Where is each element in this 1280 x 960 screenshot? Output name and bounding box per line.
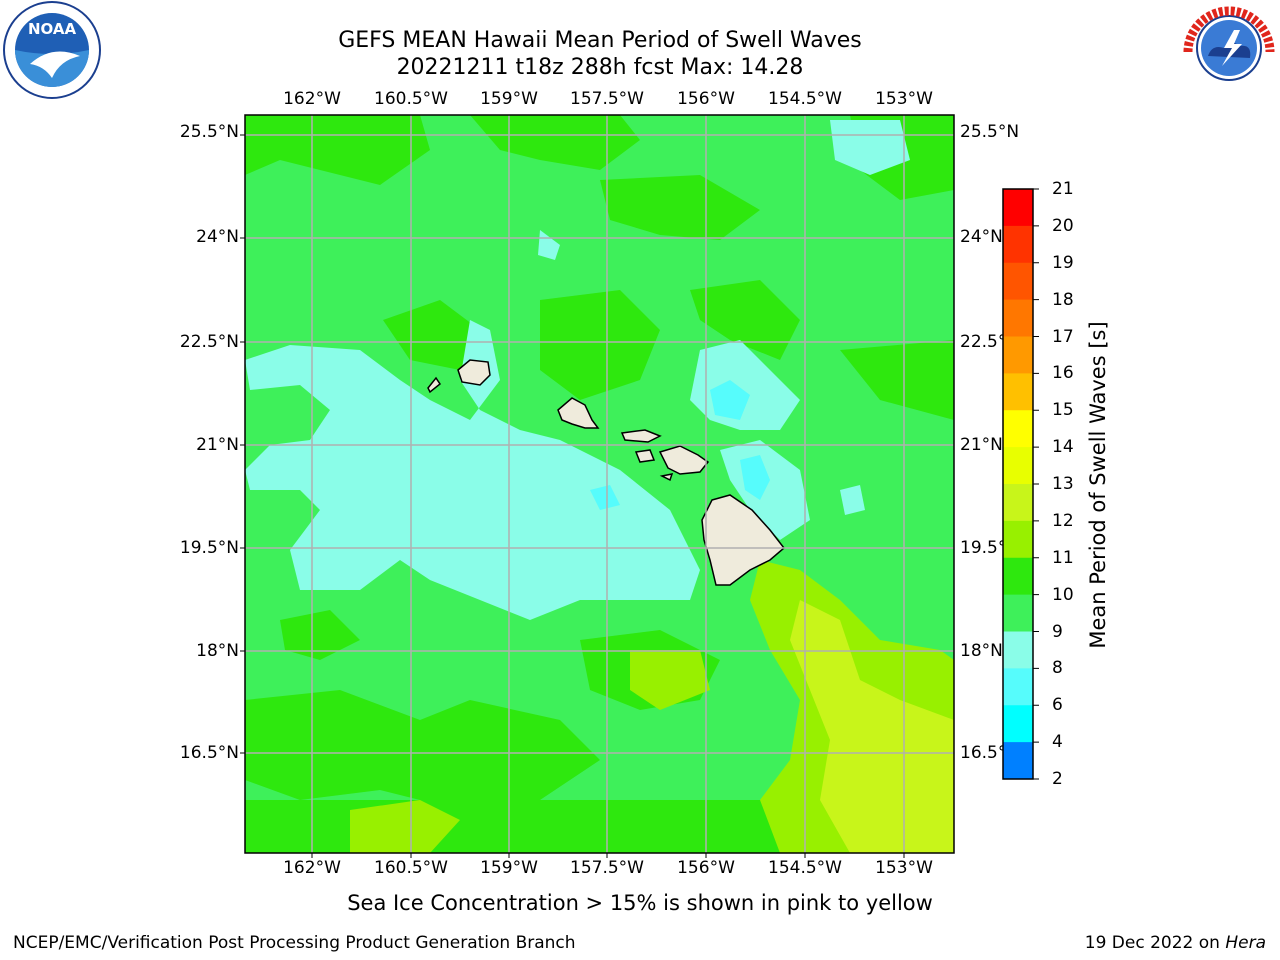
colorbar-label: Mean Period of Swell Waves [s] (1086, 321, 1110, 649)
lat-label-left: 18°N (196, 641, 239, 661)
lon-label-top: 156°W (677, 89, 735, 109)
map-tick-marks (240, 134, 905, 858)
lat-label-left: 22.5°N (179, 332, 239, 352)
colorbar-segment (1003, 447, 1033, 485)
lon-label-top: 162°W (283, 89, 341, 109)
lon-label-top: 159°W (480, 89, 538, 109)
colorbar-tick-label: 18 (1052, 289, 1074, 310)
colorbar-tick-label: 8 (1052, 658, 1063, 679)
colorbar-tick-label: 2 (1052, 769, 1063, 789)
island-oahu (557, 397, 600, 429)
lon-label-top: 157.5°W (570, 89, 644, 109)
colorbar-tick-label: 13 (1052, 474, 1074, 494)
colorbar-segment (1003, 410, 1033, 448)
island-kahoolawe (659, 473, 674, 482)
colorbar-segment (1003, 299, 1033, 337)
colorbar-segment (1003, 225, 1033, 264)
colorbar-tick-label: 21 (1052, 179, 1074, 199)
colorbar-tick-label: 12 (1052, 510, 1074, 531)
map-frame (244, 114, 955, 854)
colorbar-tick-label: 19 (1052, 252, 1074, 273)
colorbar-segment (1003, 373, 1033, 411)
sea-ice-note: Sea Ice Concentration > 15% is shown in … (347, 891, 933, 915)
date-line: 19 Dec 2022 on Hera (1085, 933, 1266, 953)
noaa-logo: NOAA (3, 1, 101, 99)
colorbar-tick-label: 6 (1052, 695, 1063, 716)
island-molokai (620, 429, 662, 443)
credit-line: NCEP/EMC/Verification Post Processing Pr… (13, 933, 576, 953)
noaa-logo-text: NOAA (28, 20, 77, 38)
lat-label-right: 18°N (960, 641, 1003, 661)
colorbar-segment (1003, 742, 1033, 780)
colorbar-segment (1003, 705, 1033, 743)
colorbar-tick-label: 14 (1052, 437, 1074, 458)
lon-label-bottom: 157.5°W (570, 858, 644, 878)
colorbar-segment (1003, 520, 1033, 559)
colorbar-tick-label: 11 (1052, 547, 1074, 568)
colorbar-tick-label: 9 (1052, 621, 1063, 642)
island-maui (658, 445, 710, 475)
colorbar-tick-label: 10 (1052, 584, 1074, 605)
island-lanai (634, 449, 656, 463)
hawaiian-islands (427, 359, 786, 586)
island-niihau (427, 376, 442, 394)
lat-label-right: 21°N (960, 435, 1003, 455)
lat-label-left: 19.5°N (179, 538, 239, 558)
colorbar-tick-label: 20 (1052, 215, 1074, 236)
colorbar-segment (1003, 557, 1033, 596)
lon-label-bottom: 160.5°W (374, 858, 448, 878)
lat-label-left: 25.5°N (179, 122, 239, 142)
colorbar-tick-label: 4 (1052, 732, 1063, 753)
lon-label-bottom: 159°W (480, 858, 538, 878)
contour-8s (590, 380, 770, 510)
chart-title: GEFS MEAN Hawaii Mean Period of Swell Wa… (338, 28, 862, 53)
colorbar-segment (1003, 336, 1033, 374)
graticule (245, 115, 954, 853)
lon-label-bottom: 154.5°W (768, 858, 842, 878)
colorbar-segment (1003, 484, 1033, 522)
colorbar-segment (1003, 594, 1033, 632)
colorbar-segment (1003, 189, 1033, 227)
lon-label-top: 160.5°W (374, 89, 448, 109)
nws-logo (1183, 2, 1275, 94)
chart-subtitle: 20221211 t18z 288h fcst Max: 14.28 (396, 55, 804, 80)
lon-label-bottom: 153°W (875, 858, 933, 878)
colorbar-tick-label: 17 (1052, 326, 1074, 347)
date-text: 19 Dec 2022 on (1084, 933, 1226, 953)
lon-label-top: 154.5°W (768, 89, 842, 109)
lat-label-left: 21°N (196, 435, 239, 455)
host-name: Hera (1225, 933, 1266, 953)
colorbar-segment (1003, 262, 1033, 301)
colorbar-segment (1003, 631, 1033, 669)
colorbar-tick-label: 16 (1052, 363, 1074, 384)
contour-13s (790, 600, 954, 853)
lon-label-bottom: 156°W (677, 858, 735, 878)
lon-label-bottom: 162°W (283, 858, 341, 878)
lat-label-left: 16.5°N (179, 743, 239, 763)
lon-label-top: 153°W (875, 89, 933, 109)
colorbar-tick-marks (1033, 188, 1039, 780)
island-kauai (457, 359, 491, 386)
lat-label-right: 25.5°N (960, 122, 1020, 142)
lat-label-right: 24°N (960, 227, 1003, 247)
colorbar-segment (1003, 668, 1033, 706)
lat-label-left: 24°N (196, 227, 239, 247)
colorbar-segments (1003, 189, 1033, 780)
colorbar-tick-label: 15 (1052, 400, 1074, 421)
island-hawaii (701, 494, 786, 586)
